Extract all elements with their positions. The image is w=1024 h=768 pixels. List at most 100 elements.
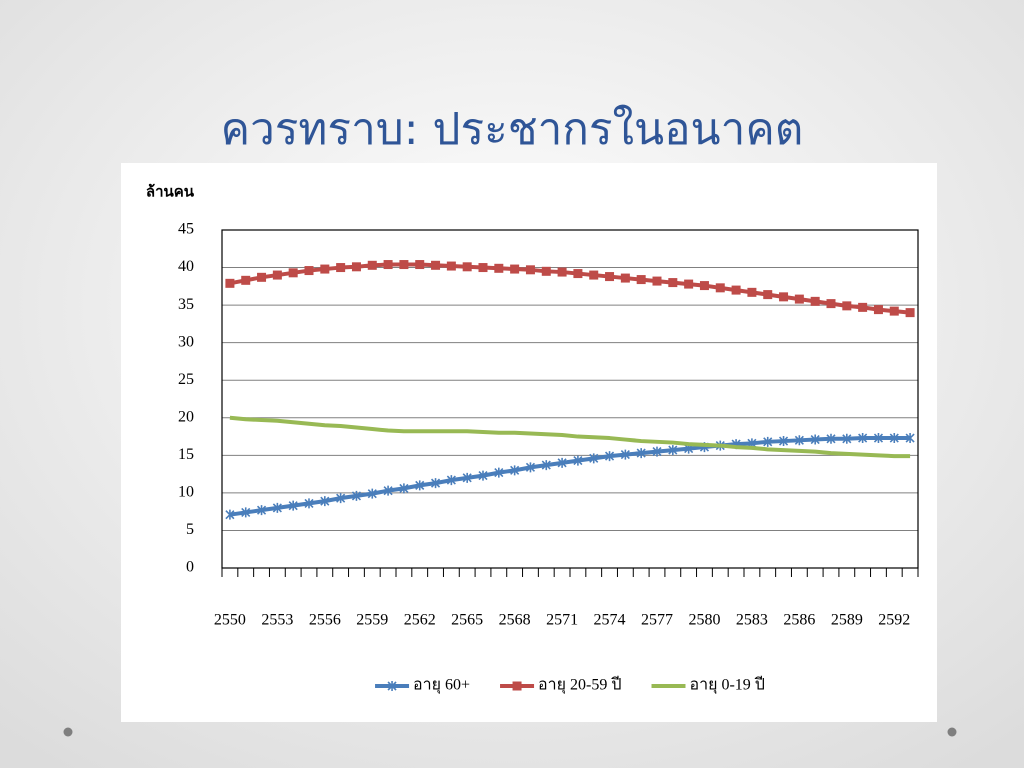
marker [272, 502, 282, 513]
legend-label: อายุ 20-59 ปี [538, 676, 621, 695]
marker [652, 446, 662, 457]
marker [668, 445, 678, 456]
marker [478, 470, 488, 481]
x-tick-label: 2592 [878, 612, 910, 629]
marker [304, 498, 314, 509]
marker [430, 478, 441, 489]
marker [320, 264, 330, 274]
marker [873, 305, 883, 315]
x-tick-label: 2574 [594, 612, 626, 629]
marker [620, 273, 630, 283]
x-tick-label: 2589 [831, 612, 863, 629]
legend-label: อายุ 0-19 ปี [690, 676, 765, 695]
y-tick-label: 35 [178, 296, 194, 313]
x-tick-label: 2571 [546, 612, 578, 629]
marker [431, 260, 441, 270]
series-line [229, 415, 911, 459]
x-tick-label: 2586 [783, 612, 815, 629]
legend: อายุ 60+ อายุ 20-59 ปี อายุ 0-19 ปี [375, 676, 765, 695]
marker [525, 265, 535, 275]
marker [779, 292, 789, 302]
marker [842, 433, 852, 444]
decor-dot [947, 727, 957, 737]
marker [557, 457, 567, 468]
y-tick-label: 0 [186, 559, 194, 576]
marker [336, 493, 346, 504]
marker [763, 436, 773, 447]
x-tick-label: 2583 [736, 612, 768, 629]
marker [510, 465, 520, 476]
y-tick-label: 20 [178, 408, 194, 425]
marker [778, 436, 789, 447]
marker [873, 433, 884, 444]
marker [351, 490, 362, 501]
marker [810, 434, 820, 445]
x-tick-label: 2565 [451, 612, 483, 629]
marker [336, 263, 346, 273]
marker [763, 290, 773, 300]
marker [446, 261, 456, 271]
marker [351, 262, 361, 272]
x-tick-label: 2553 [261, 612, 293, 629]
marker [241, 507, 251, 518]
marker [573, 455, 583, 466]
marker [668, 278, 678, 288]
marker [462, 472, 472, 483]
marker [858, 433, 868, 444]
marker [288, 500, 298, 511]
slide-title: ควรทราบ: ประชากรในอนาคต [221, 104, 804, 155]
marker [605, 272, 615, 282]
marker [225, 278, 235, 288]
x-tick-label: 2580 [688, 612, 720, 629]
marker [304, 266, 314, 276]
marker [367, 488, 377, 499]
marker [415, 260, 425, 270]
marker [731, 285, 741, 295]
x-tick-label: 2556 [309, 612, 341, 629]
marker [494, 263, 504, 273]
marker [462, 262, 472, 272]
marker [241, 275, 251, 285]
marker [620, 449, 630, 460]
marker [905, 308, 915, 318]
marker [747, 287, 757, 297]
y-tick-label: 25 [178, 371, 194, 388]
y-tick-label: 30 [178, 333, 194, 350]
x-tick-label: 2577 [641, 612, 673, 629]
marker [257, 272, 267, 282]
marker [699, 281, 709, 291]
marker [589, 453, 599, 464]
marker [889, 306, 899, 316]
marker [387, 681, 397, 691]
marker [415, 480, 425, 491]
marker [889, 433, 899, 444]
marker [399, 260, 409, 270]
marker [810, 296, 820, 306]
marker [320, 496, 330, 507]
marker [478, 263, 488, 273]
marker [383, 485, 393, 496]
y-tick-label: 40 [178, 258, 194, 275]
x-tick-label: 2568 [499, 612, 531, 629]
y-tick-label: 10 [178, 484, 194, 501]
marker [652, 276, 662, 286]
legend-label: อายุ 60+ [413, 677, 470, 695]
marker [684, 279, 694, 289]
marker [715, 283, 725, 293]
marker [494, 467, 504, 478]
marker [541, 266, 551, 276]
marker [842, 301, 852, 311]
x-tick-label: 2559 [356, 612, 388, 629]
marker [636, 448, 646, 459]
marker [383, 260, 393, 270]
marker [225, 509, 235, 520]
marker [794, 435, 804, 446]
marker [858, 302, 868, 312]
marker [794, 294, 804, 304]
marker [256, 505, 267, 516]
marker [905, 433, 915, 444]
marker [589, 270, 599, 280]
y-tick-label: 5 [186, 521, 194, 538]
marker [512, 681, 522, 691]
